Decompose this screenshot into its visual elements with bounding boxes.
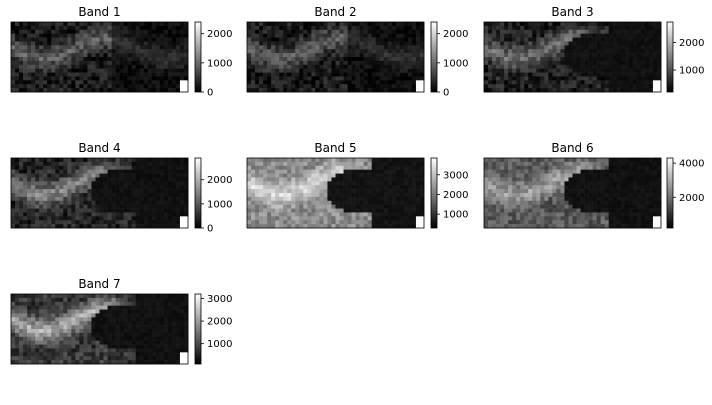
raster-image [247, 158, 425, 229]
panel-7: Band 7 1000 2000 3000 [10, 277, 232, 365]
image-frame [246, 157, 425, 229]
panel-6: Band 6 2000 4000 [483, 141, 704, 229]
raster-image [484, 22, 662, 93]
colorbar-tick-label: 2000 [207, 175, 232, 186]
colorbar-tick-label: 0 [207, 88, 213, 99]
colorbar: 2000 4000 [666, 157, 704, 229]
colorbar-tick-label: 2000 [207, 317, 232, 328]
panel-title: Band 2 [314, 5, 356, 19]
colorbar: 0 1000 2000 [430, 21, 468, 99]
colorbar-gradient [666, 21, 674, 93]
panel-5: Band 5 1000 2000 3000 [246, 141, 468, 229]
image-frame [10, 21, 189, 93]
image-frame [246, 21, 425, 93]
panel-3: Band 3 1000 2000 [483, 5, 704, 93]
colorbar-gradient [194, 21, 202, 93]
colorbar-gradient [430, 157, 438, 229]
colorbar-tick-label: 0 [443, 88, 449, 99]
raster-image [484, 158, 662, 229]
colorbar: 1000 2000 [666, 21, 704, 93]
panel-title: Band 5 [314, 141, 356, 155]
colorbar-gradient [430, 21, 438, 93]
colorbar-tick-label: 2000 [443, 29, 468, 40]
colorbar: 1000 2000 3000 [194, 293, 232, 365]
panel-4: Band 4 0 1000 2000 [10, 141, 232, 235]
colorbar: 0 1000 2000 [194, 21, 232, 99]
panel-title: Band 7 [78, 277, 120, 291]
image-frame [10, 293, 189, 365]
image-frame [483, 157, 662, 229]
colorbar-tick-label: 2000 [207, 29, 232, 40]
panel-2: Band 2 0 1000 2000 [246, 5, 468, 99]
colorbar-tick-label: 1000 [207, 339, 232, 350]
panel-title: Band 4 [78, 141, 120, 155]
colorbar-tick-label: 2000 [443, 190, 468, 201]
colorbar-tick-label: 3000 [443, 170, 468, 181]
colorbar-tick-label: 2000 [679, 38, 704, 49]
colorbar-tick-label: 1000 [679, 66, 704, 77]
colorbar-gradient [666, 157, 674, 229]
colorbar-tick-label: 1000 [443, 58, 468, 69]
colorbar-tick-label: 1000 [207, 199, 232, 210]
image-frame [483, 21, 662, 93]
panel-title: Band 6 [551, 141, 593, 155]
raster-image [11, 22, 189, 93]
colorbar-tick-label: 4000 [679, 159, 704, 170]
colorbar: 0 1000 2000 [194, 157, 232, 235]
raster-image [247, 22, 425, 93]
colorbar-gradient [194, 157, 202, 229]
raster-image [11, 158, 189, 229]
raster-image [11, 294, 189, 365]
colorbar-gradient [194, 293, 202, 365]
colorbar-tick-label: 3000 [207, 294, 232, 305]
panel-1: Band 1 0 1000 2000 [10, 5, 232, 99]
colorbar: 1000 2000 3000 [430, 157, 468, 229]
colorbar-tick-label: 1000 [443, 210, 468, 221]
colorbar-tick-label: 0 [207, 224, 213, 235]
image-frame [10, 157, 189, 229]
colorbar-tick-label: 2000 [679, 193, 704, 204]
panel-title: Band 3 [551, 5, 593, 19]
colorbar-tick-label: 1000 [207, 58, 232, 69]
panel-title: Band 1 [78, 5, 120, 19]
